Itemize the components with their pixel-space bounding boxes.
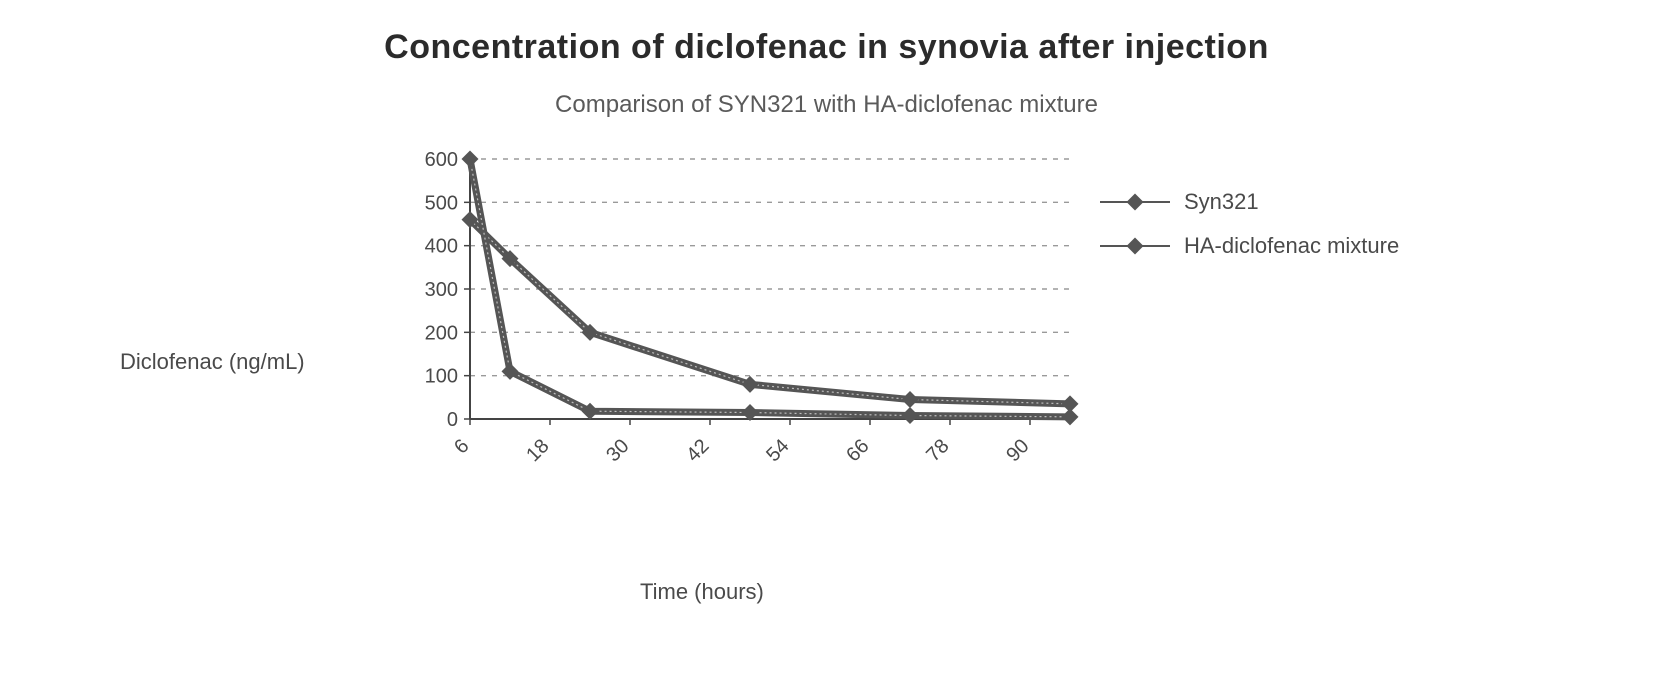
svg-text:78: 78 xyxy=(922,435,953,466)
legend-item: HA-diclofenac mixture xyxy=(1100,233,1399,259)
svg-text:90: 90 xyxy=(1002,435,1033,466)
svg-text:42: 42 xyxy=(682,435,713,466)
svg-text:500: 500 xyxy=(425,192,458,214)
page: Concentration of diclofenac in synovia a… xyxy=(0,0,1653,700)
svg-text:30: 30 xyxy=(602,435,633,466)
legend: Syn321 HA-diclofenac mixture xyxy=(1100,189,1399,277)
chart-area: Diclofenac (ng/mL) Time (hours) Syn321 H… xyxy=(0,119,1653,639)
legend-swatch-icon xyxy=(1100,199,1170,205)
svg-text:0: 0 xyxy=(447,409,458,431)
x-axis-label: Time (hours) xyxy=(640,579,764,605)
svg-text:400: 400 xyxy=(425,236,458,258)
line-chart: 0 100 200 300 400 500 600 6 18 30 42 54 66 78 90 xyxy=(400,139,1100,559)
svg-text:300: 300 xyxy=(425,279,458,301)
svg-text:66: 66 xyxy=(842,435,873,466)
y-axis-label: Diclofenac (ng/mL) xyxy=(120,349,305,375)
svg-text:200: 200 xyxy=(425,322,458,344)
legend-item: Syn321 xyxy=(1100,189,1399,215)
chart-title: Concentration of diclofenac in synovia a… xyxy=(0,28,1653,67)
chart-subtitle: Comparison of SYN321 with HA-diclofenac … xyxy=(0,91,1653,119)
svg-text:18: 18 xyxy=(522,435,553,466)
svg-text:6: 6 xyxy=(450,435,473,458)
svg-text:100: 100 xyxy=(425,366,458,388)
svg-text:600: 600 xyxy=(425,149,458,171)
legend-label: HA-diclofenac mixture xyxy=(1184,233,1399,259)
legend-swatch-icon xyxy=(1100,243,1170,249)
legend-label: Syn321 xyxy=(1184,189,1259,215)
svg-text:54: 54 xyxy=(762,435,793,466)
